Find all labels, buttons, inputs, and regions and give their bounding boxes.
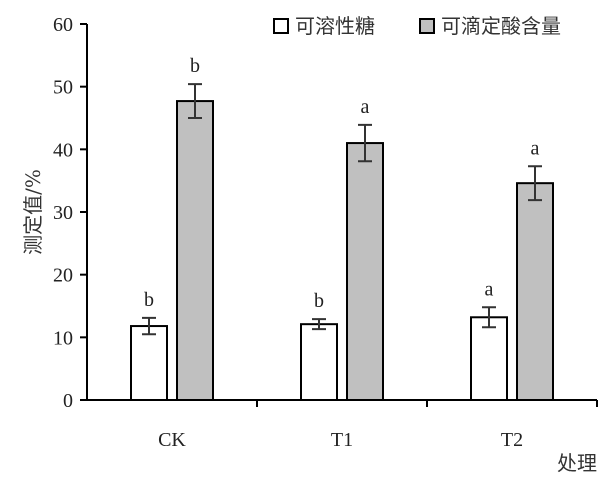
significance-label: a xyxy=(485,278,494,300)
y-axis-label: 测定值/% xyxy=(21,169,45,255)
significance-label: b xyxy=(144,289,154,311)
error-bar xyxy=(188,83,202,119)
y-tick-label: 30 xyxy=(53,202,73,224)
y-tick-label: 0 xyxy=(63,390,73,412)
legend-swatch xyxy=(419,18,435,34)
significance-label: a xyxy=(361,96,370,118)
x-tick-label: CK xyxy=(158,429,186,451)
y-tick-label: 40 xyxy=(53,139,73,161)
error-bar xyxy=(142,316,156,336)
significance-label: b xyxy=(314,290,324,312)
bar xyxy=(176,100,214,402)
y-tick-label: 50 xyxy=(53,77,73,99)
error-bar xyxy=(358,123,372,163)
y-tick-label: 20 xyxy=(53,265,73,287)
error-bar xyxy=(528,165,542,202)
bar xyxy=(346,142,384,401)
bar xyxy=(470,316,508,401)
bar xyxy=(300,323,338,402)
x-tick-label: T2 xyxy=(501,429,523,451)
legend-label: 可溶性糖 xyxy=(295,14,375,38)
bar xyxy=(130,325,168,402)
bar xyxy=(516,182,554,401)
x-tick-label: T1 xyxy=(331,429,353,451)
significance-label: a xyxy=(531,137,540,159)
x-axis-label: 处理 xyxy=(557,451,597,475)
error-bar xyxy=(482,306,496,329)
significance-label: b xyxy=(190,55,200,77)
legend-swatch xyxy=(273,18,289,34)
error-bar xyxy=(312,318,326,331)
y-tick-label: 10 xyxy=(53,327,73,349)
y-tick-label: 60 xyxy=(53,14,73,36)
legend-label: 可滴定酸含量 xyxy=(441,14,561,38)
